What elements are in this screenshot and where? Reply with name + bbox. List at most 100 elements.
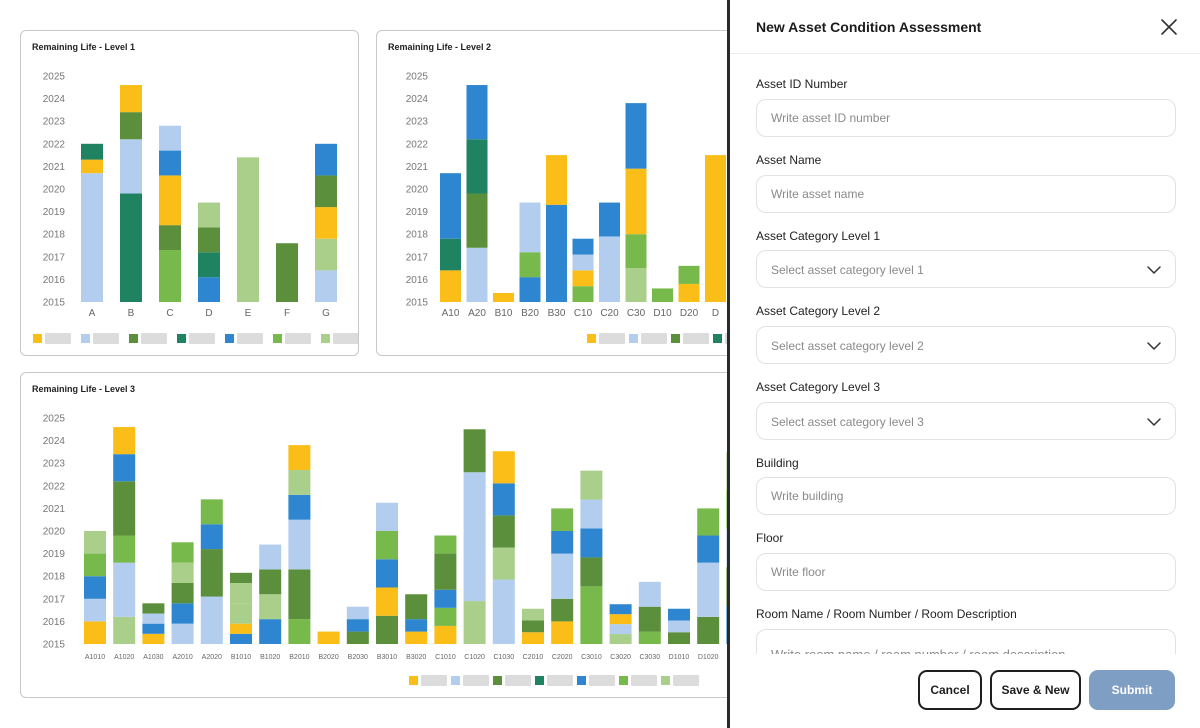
bar-segment[interactable] — [463, 429, 486, 473]
bar-segment[interactable] — [466, 247, 488, 302]
bar-segment[interactable] — [142, 603, 165, 614]
bar-segment[interactable] — [84, 598, 106, 622]
legend-swatch[interactable] — [81, 334, 90, 343]
legend-swatch[interactable] — [321, 334, 330, 343]
bar-segment[interactable] — [405, 631, 428, 644]
bar-segment[interactable] — [434, 607, 457, 626]
bar-segment[interactable] — [492, 483, 515, 516]
bar-segment[interactable] — [84, 553, 106, 577]
bar-segment[interactable] — [288, 469, 311, 495]
bar-segment[interactable] — [120, 193, 142, 302]
legend-swatch[interactable] — [577, 676, 586, 685]
bar-segment[interactable] — [113, 427, 136, 455]
bar-segment[interactable] — [551, 621, 574, 644]
bar-segment[interactable] — [522, 620, 544, 633]
bar-segment[interactable] — [492, 579, 515, 644]
bar-segment[interactable] — [492, 451, 515, 484]
category-3-select[interactable]: Select asset category level 3 — [756, 402, 1176, 440]
bar-segment[interactable] — [546, 155, 567, 205]
bar-segment[interactable] — [142, 633, 165, 644]
bar-segment[interactable] — [159, 150, 181, 176]
category-1-select[interactable]: Select asset category level 1 — [756, 250, 1176, 288]
save-and-new-button[interactable]: Save & New — [990, 670, 1081, 710]
bar-segment[interactable] — [580, 528, 603, 558]
legend-swatch[interactable] — [33, 334, 42, 343]
bar-segment[interactable] — [259, 569, 282, 595]
legend-swatch[interactable] — [273, 334, 282, 343]
submit-button[interactable]: Submit — [1089, 670, 1175, 710]
bar-segment[interactable] — [376, 587, 398, 616]
bar-segment[interactable] — [492, 515, 515, 548]
bar-segment[interactable] — [315, 207, 337, 239]
bar-segment[interactable] — [113, 481, 136, 536]
floor-input[interactable] — [757, 554, 1175, 590]
bar-segment[interactable] — [652, 288, 673, 302]
bar-segment[interactable] — [81, 143, 103, 160]
bar-segment[interactable] — [546, 204, 567, 302]
bar-segment[interactable] — [599, 236, 620, 302]
bar-segment[interactable] — [519, 277, 541, 302]
bar-segment[interactable] — [440, 270, 461, 302]
bar-segment[interactable] — [551, 553, 574, 599]
bar-segment[interactable] — [120, 85, 142, 113]
bar-segment[interactable] — [466, 193, 488, 248]
bar-segment[interactable] — [638, 606, 661, 632]
bar-segment[interactable] — [81, 173, 103, 302]
bar-segment[interactable] — [230, 572, 252, 583]
bar-segment[interactable] — [315, 175, 337, 208]
bar-segment[interactable] — [113, 562, 136, 617]
bar-segment[interactable] — [376, 531, 398, 560]
bar-segment[interactable] — [198, 202, 220, 228]
bar-segment[interactable] — [288, 519, 311, 570]
bar-segment[interactable] — [519, 202, 541, 253]
bar-segment[interactable] — [440, 238, 461, 271]
bar-segment[interactable] — [198, 277, 220, 302]
bar-segment[interactable] — [120, 112, 142, 140]
bar-segment[interactable] — [84, 576, 106, 599]
bar-segment[interactable] — [522, 608, 544, 621]
bar-segment[interactable] — [200, 549, 223, 597]
bar-segment[interactable] — [638, 581, 661, 607]
bar-segment[interactable] — [171, 582, 194, 604]
bar-segment[interactable] — [572, 254, 594, 271]
bar-segment[interactable] — [159, 175, 181, 226]
bar-segment[interactable] — [463, 472, 486, 602]
bar-segment[interactable] — [519, 252, 541, 278]
bar-segment[interactable] — [668, 620, 690, 633]
bar-segment[interactable] — [288, 494, 311, 520]
bar-segment[interactable] — [551, 531, 574, 554]
bar-segment[interactable] — [609, 634, 632, 644]
bar-segment[interactable] — [120, 139, 142, 194]
bar-segment[interactable] — [171, 542, 194, 563]
legend-swatch[interactable] — [713, 334, 722, 343]
bar-segment[interactable] — [237, 157, 259, 302]
bar-segment[interactable] — [493, 292, 514, 302]
bar-segment[interactable] — [440, 173, 461, 239]
bar-segment[interactable] — [609, 604, 632, 615]
bar-segment[interactable] — [678, 265, 700, 284]
legend-swatch[interactable] — [619, 676, 628, 685]
legend-swatch[interactable] — [493, 676, 502, 685]
bar-segment[interactable] — [599, 202, 620, 237]
bar-segment[interactable] — [230, 582, 252, 604]
bar-segment[interactable] — [346, 631, 369, 644]
cancel-button[interactable]: Cancel — [918, 670, 982, 710]
bar-segment[interactable] — [434, 553, 457, 590]
bar-segment[interactable] — [625, 103, 647, 169]
bar-segment[interactable] — [580, 499, 603, 529]
legend-swatch[interactable] — [671, 334, 680, 343]
bar-segment[interactable] — [113, 535, 136, 563]
bar-segment[interactable] — [142, 623, 165, 634]
close-icon[interactable] — [1158, 16, 1180, 38]
legend-swatch[interactable] — [661, 676, 670, 685]
bar-segment[interactable] — [171, 562, 194, 583]
bar-segment[interactable] — [434, 589, 457, 608]
bar-segment[interactable] — [198, 252, 220, 278]
bar-segment[interactable] — [572, 238, 594, 255]
bar-segment[interactable] — [551, 508, 574, 531]
bar-segment[interactable] — [492, 547, 515, 580]
bar-segment[interactable] — [171, 603, 194, 624]
bar-segment[interactable] — [463, 601, 486, 644]
bar-segment[interactable] — [159, 225, 181, 251]
legend-swatch[interactable] — [129, 334, 138, 343]
